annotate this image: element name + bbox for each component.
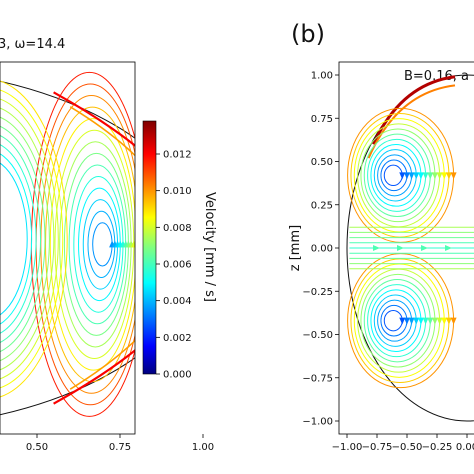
- panel-b-x-tick-label: −0.50: [392, 442, 423, 453]
- panel-a-plot-area: [0, 71, 142, 417]
- panel-b-y-tick-label: −0.25: [302, 287, 333, 298]
- panel-a-streamline: [92, 222, 113, 267]
- panel-b-x-tick-label: −1.00: [332, 442, 363, 453]
- panel-b-streamline-arrow: [403, 317, 410, 325]
- panel-b-y-tick-label: 1.00: [311, 71, 333, 82]
- panel-b-y-axis-label: z [mm]: [288, 225, 303, 271]
- panel-b-streamline-arrow: [408, 317, 415, 325]
- colorbar: [142, 120, 157, 375]
- panel-b-streamline-arrow: [445, 317, 452, 325]
- colorbar-label: Velocity [mm / s]: [202, 192, 217, 302]
- panel-b-streamline-arrow: [403, 172, 410, 180]
- panel-b-streamline-arrow: [422, 317, 429, 325]
- panel-a-streamline: [0, 107, 55, 371]
- colorbar-tick-label: 0.000: [163, 370, 192, 381]
- panel-b-streamline-arrow: [408, 172, 415, 180]
- panel-b-streamline: [383, 309, 403, 332]
- panel-b-streamline-arrow: [421, 245, 428, 251]
- panel-b-y-tick-label: −1.00: [302, 417, 333, 428]
- panel-b-title: B=0.16, a: [404, 69, 469, 84]
- panel-b-streamline: [370, 289, 422, 352]
- panel-b-streamline-arrow: [431, 317, 438, 325]
- panel-a-streamline-arrow: [136, 240, 142, 247]
- panel-b-streamline-arrow: [431, 172, 438, 180]
- panel-a-streamline-arrow: [130, 240, 135, 248]
- panel-b-streamline-arrow: [397, 245, 404, 251]
- panel-a-streamline: [0, 89, 64, 389]
- panel-a-wall-jet: [69, 106, 135, 390]
- panel-b-streamline-arrow: [427, 172, 434, 180]
- panel-a-streamline: [0, 134, 42, 344]
- colorbar-tick-label: 0.012: [163, 150, 192, 161]
- panel-a-streamline: [0, 98, 59, 380]
- colorbar-tick-label: 0.008: [163, 223, 192, 234]
- panel-a-streamline: [0, 162, 28, 316]
- panel-b-streamline-arrow: [399, 317, 406, 325]
- panel-b-streamline-arrow: [399, 172, 406, 180]
- panel-b-y-tick-label: 0.00: [311, 244, 333, 255]
- panel-a: 3, ω=14.4 0.50 0.75 1.00 0.0000.0020.0040.…: [0, 37, 217, 453]
- panel-a-wall-jet: [53, 91, 135, 405]
- panel-b-streamline-arrow: [427, 317, 434, 325]
- panel-a-x-tick-label: 0.50: [26, 442, 48, 453]
- panel-b-streamline-arrow: [422, 172, 429, 180]
- panel-b-y-tick-label: 0.75: [311, 114, 333, 125]
- panel-a-x-tick-label: 1.00: [192, 442, 214, 453]
- panel-b-streamline: [360, 273, 436, 368]
- panel-b-boundary-circle: [346, 74, 474, 422]
- panel-b-streamline-arrow: [413, 172, 420, 180]
- panel-b-streamline-arrow: [445, 245, 452, 251]
- panel-b-streamline-arrow: [450, 317, 457, 325]
- panel-b-y-tick-label: −0.50: [302, 330, 333, 341]
- panel-a-title: 3, ω=14.4: [0, 37, 65, 52]
- colorbar-tick-label: 0.004: [163, 296, 192, 307]
- panel-a-streamline: [49, 118, 135, 371]
- panel-a-streamline: [0, 116, 50, 362]
- panel-b-streamline-arrow: [445, 172, 452, 180]
- panel-b-streamline-arrow: [436, 317, 443, 325]
- panel-a-streamline: [0, 144, 37, 334]
- panel-b-wall-jet: [367, 84, 456, 159]
- panel-b-x-axis: −1.00−0.75−0.50−0.250.00: [332, 434, 474, 453]
- panel-b-y-tick-label: 0.25: [311, 200, 333, 211]
- panel-b-plot-area: [346, 74, 474, 422]
- panel-b-streamline: [383, 164, 403, 187]
- panel-b-streamline-arrow: [441, 317, 448, 325]
- panel-b-y-axis: 1.00 0.75 0.50 0.25 0.00 −0.25 −0.50 −0.75 −1.00: [302, 71, 339, 428]
- colorbar-tick-label: 0.002: [163, 333, 192, 344]
- panel-a-streamline: [0, 80, 68, 398]
- panel-b-streamline-arrow: [450, 172, 457, 180]
- panel-a-x-axis: 0.50 0.75 1.00: [26, 434, 214, 453]
- colorbar-tick-label: 0.010: [163, 186, 192, 197]
- panel-b-x-tick-label: −0.25: [422, 442, 453, 453]
- panel-b: (b) B=0.16, a −1.00−0.75−0.50−0.250.00 1…: [288, 20, 474, 453]
- panel-a-x-tick-label: 0.75: [109, 442, 131, 453]
- panel-b-streamline-arrow: [436, 172, 443, 180]
- panel-b-streamline: [370, 144, 422, 207]
- panel-a-streamline: [0, 153, 33, 325]
- panel-b-wall-jet: [372, 75, 456, 145]
- panel-b-x-tick-label: 0.00: [456, 442, 474, 453]
- panel-a-streamline: [0, 125, 46, 353]
- panel-b-streamline-arrow: [441, 172, 448, 180]
- panel-b-x-tick-label: −0.75: [362, 442, 393, 453]
- panel-b-letter: (b): [291, 20, 325, 48]
- colorbar-tick-label: 0.006: [163, 260, 192, 271]
- panel-b-streamline-arrow: [417, 172, 424, 180]
- panel-a-axes-frame: [0, 61, 136, 435]
- panel-b-y-tick-label: 0.50: [311, 157, 333, 168]
- panel-b-streamline-arrow: [373, 245, 380, 251]
- panel-b-y-tick-label: −0.75: [302, 373, 333, 384]
- panel-b-streamline-arrow: [417, 317, 424, 325]
- panel-b-streamline: [360, 128, 436, 223]
- colorbar-ticks: 0.000 0.002 0.004 0.006 0.008 0.010 0.012: [156, 150, 192, 381]
- panel-b-streamline-arrow: [413, 317, 420, 325]
